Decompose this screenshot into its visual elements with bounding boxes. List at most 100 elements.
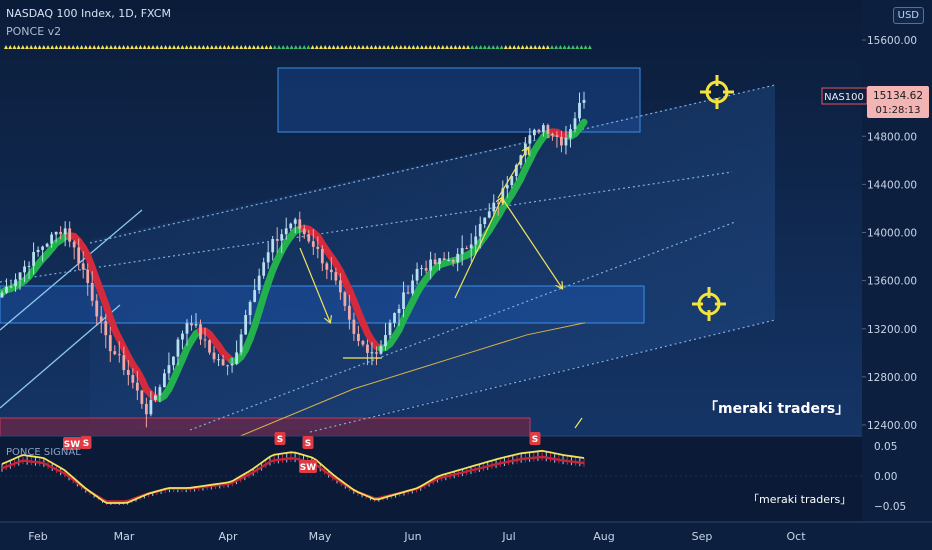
indicator-triangle — [453, 45, 458, 49]
signal-marker-label: S — [277, 435, 283, 445]
indicator-triangle — [377, 45, 382, 49]
candle-body — [325, 263, 329, 270]
indicator-triangle — [155, 45, 160, 49]
indicator-triangle — [314, 45, 319, 49]
currency-button[interactable]: USD — [892, 7, 924, 24]
candle-body — [230, 363, 234, 366]
candles — [0, 91, 586, 428]
indicator-triangle — [142, 45, 147, 49]
indicator-triangle — [109, 45, 113, 49]
indicator-triangle — [411, 45, 416, 49]
left-channel-lower[interactable] — [0, 304, 121, 409]
candle-body — [41, 246, 45, 250]
indicator-triangle — [201, 45, 206, 49]
time-tick-3: May — [309, 530, 332, 543]
indicator-triangle — [424, 45, 428, 49]
candle-body — [126, 370, 130, 375]
candle-body — [63, 228, 67, 235]
indicator-triangle — [369, 45, 374, 49]
candle-body — [569, 129, 572, 138]
ribbon-segment — [575, 118, 588, 132]
candle-body — [307, 234, 311, 242]
candle-body — [492, 202, 496, 212]
candle-body — [212, 352, 216, 360]
candle-body — [176, 339, 180, 357]
indicator-triangle — [428, 45, 433, 49]
indicator-triangle — [491, 45, 496, 49]
indicator-triangle — [293, 45, 298, 49]
candle-body — [284, 228, 288, 235]
left-channel-upper[interactable] — [0, 209, 143, 331]
candle-body — [384, 335, 387, 347]
indicator-triangle — [121, 45, 126, 49]
signal-marker[interactable] — [302, 436, 314, 449]
indicator-triangle — [327, 45, 332, 49]
candle-body — [167, 365, 171, 374]
candle-body — [271, 239, 275, 253]
indicator-triangle — [499, 45, 504, 49]
indicator-triangle — [188, 45, 193, 49]
candle-body — [338, 280, 342, 293]
signal-marker[interactable] — [299, 460, 317, 473]
candle-body — [253, 290, 257, 302]
candle-body — [388, 322, 392, 336]
indicator-triangle — [566, 45, 571, 49]
indicator-triangle — [503, 45, 508, 49]
trend-lines — [0, 84, 776, 433]
candle-body — [411, 280, 414, 294]
indicator-name[interactable]: PONCE v2 — [6, 25, 62, 38]
indicator-triangle — [104, 45, 109, 49]
indicator-triangle — [340, 45, 344, 49]
indicator-triangle — [268, 45, 273, 49]
lower-zone[interactable] — [0, 417, 531, 437]
candle-body — [420, 268, 423, 270]
indicator-triangle — [533, 45, 538, 49]
indicator-triangle — [218, 45, 223, 49]
signal-marker[interactable] — [63, 437, 81, 450]
symbol-title[interactable]: NASDAQ 100 Index, 1D, FXCM — [6, 7, 171, 20]
time-tick-1: Mar — [114, 530, 135, 543]
candle-body — [302, 228, 306, 235]
indicator-triangle — [209, 45, 214, 49]
candle-body — [104, 321, 108, 336]
signal-marker[interactable] — [529, 432, 541, 445]
indicator-triangle — [197, 45, 202, 49]
candle-body — [551, 133, 554, 136]
indicator-triangle — [62, 45, 67, 49]
candle-body — [153, 395, 157, 400]
price-tick-5: 13200.00 — [867, 324, 917, 336]
indicator-triangle — [495, 45, 500, 49]
indicator-triangle — [508, 45, 512, 49]
time-axis[interactable] — [0, 522, 932, 550]
candle-body — [505, 185, 509, 189]
candle-body — [578, 102, 581, 119]
price-tick-2: 14400.00 — [867, 179, 917, 191]
indicator-triangle — [361, 45, 365, 49]
indicator-triangle — [151, 45, 155, 49]
indicator-triangle — [243, 45, 248, 49]
candle-body — [14, 279, 17, 287]
candle-body — [357, 333, 360, 342]
crosshair-target-icon[interactable] — [700, 75, 734, 109]
time-tick-2: Apr — [218, 530, 238, 543]
time-tick-5: Jul — [501, 530, 515, 543]
candle-body — [135, 382, 139, 391]
indicator-triangle — [335, 45, 340, 49]
candle-body — [113, 351, 117, 355]
indicator-triangle — [394, 45, 399, 49]
annotations — [299, 148, 583, 429]
signal-marker[interactable] — [274, 432, 286, 445]
crosshair-target-icon[interactable] — [692, 287, 726, 321]
price-tick-0: 15600.00 — [867, 35, 917, 47]
candle-body — [366, 344, 369, 353]
signal-marker-label: SW — [64, 440, 80, 450]
indicator-triangle — [130, 45, 134, 49]
indicator-triangle — [440, 45, 445, 49]
candle-body — [18, 272, 22, 280]
last-price-tag — [867, 86, 929, 118]
signal-marker[interactable] — [80, 436, 92, 449]
candle-body — [117, 354, 121, 356]
indicator-triangle — [432, 45, 437, 49]
bar-countdown: 01:28:13 — [876, 105, 921, 116]
